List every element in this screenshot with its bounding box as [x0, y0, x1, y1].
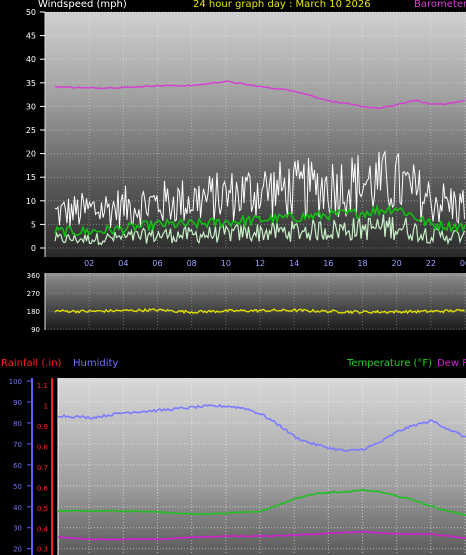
humidity-tick-label: 50: [13, 483, 22, 491]
rainfall-ticks: 0.3 0.4 0.5 0.6 0.7 0.8 0.9 1 1.1: [37, 382, 49, 554]
wind-y-tick-label: 20: [26, 150, 36, 159]
x-tick-label: 20: [392, 259, 402, 268]
wind-panel-background: [45, 12, 466, 257]
barometer-label: Barometer: [414, 0, 466, 10]
wind-gust-series: [54, 150, 465, 228]
x-tick-label: 16: [323, 259, 333, 268]
humidity-tick-label: 90: [13, 399, 22, 407]
wind-panel-grid: [45, 11, 466, 249]
chart-title: 24 hour graph day : March 10 2026: [193, 0, 371, 10]
wind-direction-line: [54, 307, 465, 315]
dew-point-line: [57, 530, 466, 541]
humidity-tick-label: 30: [13, 525, 22, 533]
dew-point-series: [57, 530, 466, 541]
humidity-tick-label: 100: [9, 378, 22, 386]
humidity-ticks: 20 30 40 50 60 70 80 90 100: [9, 378, 32, 554]
wind-y-tick-label: 40: [26, 55, 36, 64]
direction-y-tick-label: 360: [27, 272, 40, 280]
wind-y-ticks: 0 5 10 15 20 25 30 35 40 45 50: [26, 8, 45, 253]
windspeed-label: Windspeed (mph): [38, 0, 127, 10]
x-tick-label: 18: [357, 259, 367, 268]
temperature-series: [57, 488, 466, 517]
wind-y-tick-label: 10: [26, 197, 36, 206]
x-tick-label: 04: [118, 259, 128, 268]
x-tick-label: 14: [289, 259, 299, 268]
rainfall-tick-label: 0.4: [37, 525, 49, 533]
wind-average-line: [54, 204, 466, 237]
humidity-tick-label: 70: [13, 441, 22, 449]
x-tick-label: 12: [255, 259, 265, 268]
temp-panel-background: [58, 378, 466, 555]
direction-y-tick-label: 270: [27, 290, 40, 298]
rainfall-tick-label: 0.7: [37, 464, 48, 472]
direction-y-ticks: 90 180 270 360: [27, 272, 40, 334]
direction-panel-grid: [45, 273, 466, 330]
wind-average-series: [54, 204, 466, 237]
x-tick-label: 08: [187, 259, 197, 268]
humidity-tick-label: 40: [13, 504, 22, 512]
rainfall-tick-label: 0.6: [37, 484, 49, 492]
temperature-line: [57, 488, 466, 517]
wind-y-tick-label: 35: [26, 79, 36, 88]
dew-point-label: Dew P: [437, 358, 466, 369]
rainfall-label: Rainfall (.in): [1, 358, 62, 369]
wind-y-tick-label: 5: [31, 220, 36, 229]
x-tick-label: 02: [84, 259, 94, 268]
rainfall-tick-label: 0.9: [37, 423, 48, 431]
direction-panel-background: [45, 273, 466, 330]
temp-panel-grid: [58, 380, 466, 555]
x-tick-label: 00: [460, 259, 466, 268]
barometer-line: [54, 80, 466, 110]
x-ticks: 02 04 06 08 10 12 14 16 18 20 22 00: [84, 259, 466, 268]
wind-y-tick-label: 45: [26, 32, 36, 41]
x-tick-label: 06: [152, 259, 162, 268]
wind-direction-series: [54, 307, 465, 315]
humidity-series: [57, 403, 466, 452]
direction-y-tick-label: 90: [31, 326, 40, 334]
rainfall-tick-label: 1.1: [37, 382, 48, 390]
wind-y-tick-label: 0: [31, 244, 36, 253]
humidity-tick-label: 60: [13, 462, 22, 470]
rainfall-tick-label: 0.3: [37, 546, 48, 554]
wind-y-tick-label: 50: [26, 8, 36, 17]
temperature-label: Temperature (°F): [347, 358, 433, 369]
wind-y-tick-label: 25: [26, 126, 36, 135]
wind-y-tick-label: 15: [26, 173, 36, 182]
rainfall-tick-label: 1: [44, 403, 48, 411]
rainfall-tick-label: 0.5: [37, 505, 48, 513]
humidity-line: [57, 403, 466, 452]
humidity-label: Humidity: [73, 358, 119, 369]
barometer-series: [54, 80, 466, 110]
x-tick-label: 10: [221, 259, 231, 268]
humidity-tick-label: 80: [13, 420, 22, 428]
humidity-tick-label: 20: [13, 546, 22, 554]
direction-y-tick-label: 180: [27, 308, 40, 316]
wind-y-tick-label: 30: [26, 102, 36, 111]
rainfall-tick-label: 0.8: [37, 444, 48, 452]
x-tick-label: 22: [426, 259, 436, 268]
